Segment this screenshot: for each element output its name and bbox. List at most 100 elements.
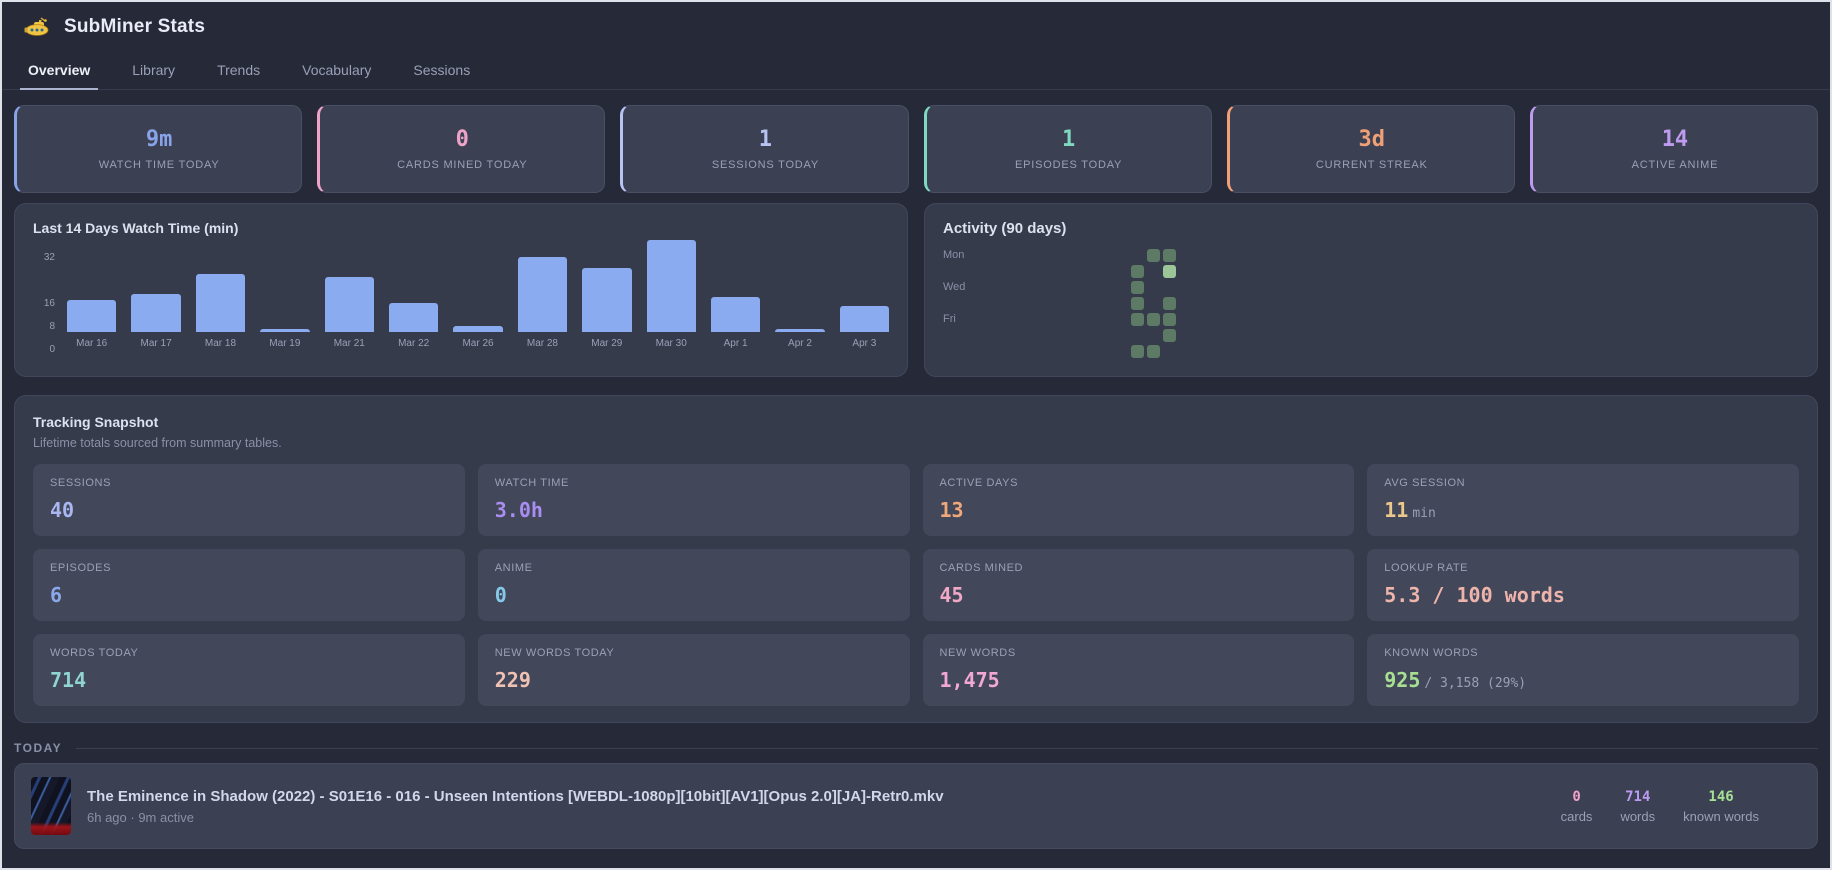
heatmap-cell xyxy=(1051,313,1064,326)
heatmap-cell xyxy=(1067,329,1080,342)
tile-label: SESSIONS xyxy=(50,477,112,489)
bar xyxy=(710,297,761,332)
chart-y-axis: 32 16 8 0 xyxy=(33,246,63,355)
tile-label: KNOWN WORDS xyxy=(1384,647,1479,659)
episode-stat-value: 0 xyxy=(1572,788,1581,805)
heatmap-cell xyxy=(1163,345,1176,358)
tab-vocabulary[interactable]: Vocabulary xyxy=(302,62,372,78)
episode-stat-words: 714 words xyxy=(1620,789,1655,824)
heatmap-cell xyxy=(1163,249,1176,262)
heatmap-cell xyxy=(1179,329,1192,342)
chart-bars: Mar 16 Mar 17 Mar 18 Mar 19 Mar 21 Mar 22 Mar … xyxy=(63,239,890,350)
x-tick-label: Mar 30 xyxy=(655,338,687,349)
tile-value-number: 13 xyxy=(939,498,964,522)
heatmap-cell xyxy=(1147,345,1160,358)
heatmap-row-label: Fri xyxy=(943,313,956,325)
bar-group: Apr 1 xyxy=(710,228,761,350)
tile-label: EPISODES xyxy=(50,562,112,574)
bar xyxy=(582,268,632,332)
heatmap-cell xyxy=(1003,345,1016,358)
tracking-tile-new-words: NEW WORDS 1,475 xyxy=(922,634,1355,706)
heatmap-cell xyxy=(1115,313,1128,326)
heatmap-cell xyxy=(1179,249,1192,262)
bar-chart: 32 16 8 0 Mar 16 Mar 17 Mar 18 Mar 19 Mar 21 Mar… xyxy=(33,239,890,355)
tab-library[interactable]: Library xyxy=(132,62,176,78)
stat-card-label: CARDS MINED TODAY xyxy=(397,159,528,171)
heatmap-cell xyxy=(1019,345,1032,358)
heatmap-cell xyxy=(1035,281,1048,294)
tile-value: 925/ 3,158 (29%) xyxy=(1384,668,1782,692)
heatmap-cell xyxy=(1099,313,1112,326)
tab-overview[interactable]: Overview xyxy=(19,56,99,90)
heatmap-cell xyxy=(1115,249,1128,262)
heatmap-cell xyxy=(1115,281,1128,294)
heatmap-cell xyxy=(1083,265,1096,278)
tile-value-number: 11 xyxy=(1384,498,1409,522)
heatmap-cell xyxy=(1067,313,1080,326)
bar-group: Mar 28 xyxy=(517,228,568,350)
heatmap-cell xyxy=(1163,297,1176,310)
tile-value: 40 xyxy=(50,498,448,522)
tracking-tiles-grid: SESSIONS 40 WATCH TIME 3.0h ACTIVE DAYS 13 AVG… xyxy=(33,464,1799,706)
x-tick-label: Mar 17 xyxy=(140,338,172,349)
tile-value: 229 xyxy=(495,668,893,692)
tracking-tile-words-today: WORDS TODAY 714 xyxy=(33,634,465,706)
tab-sessions[interactable]: Sessions xyxy=(413,62,471,78)
today-label: TODAY xyxy=(14,741,63,755)
heatmap-cell xyxy=(1067,249,1080,262)
heatmap-cell xyxy=(1035,345,1048,358)
x-tick-label: Mar 21 xyxy=(333,338,365,349)
stat-card-sessions-today: 1 SESSIONS TODAY xyxy=(620,105,909,193)
bar-group: Mar 18 xyxy=(195,228,246,350)
tile-label: LOOKUP RATE xyxy=(1384,562,1469,574)
heatmap-cell xyxy=(987,297,1000,310)
heatmap-cell xyxy=(1003,313,1016,326)
heatmap-day-labels: Mon Wed Fri xyxy=(943,249,987,358)
stat-card-active-anime: 14 ACTIVE ANIME xyxy=(1529,105,1819,193)
bar xyxy=(131,294,181,332)
episode-text: The Eminence in Shadow (2022) - S01E16 -… xyxy=(87,788,944,825)
submarine-icon xyxy=(24,14,50,40)
tracking-tile-lookup-rate: LOOKUP RATE 5.3 / 100 words xyxy=(1367,549,1799,621)
stat-card-watch-time-today: 9m WATCH TIME TODAY xyxy=(14,105,303,193)
bar-group: Mar 17 xyxy=(131,228,181,350)
tile-label: WORDS TODAY xyxy=(50,647,139,659)
tab-trends[interactable]: Trends xyxy=(217,62,261,78)
bar xyxy=(67,300,117,332)
heatmap-row-label: Wed xyxy=(943,281,966,293)
x-tick-label: Mar 29 xyxy=(591,338,623,349)
tile-value-number: 40 xyxy=(50,498,75,522)
heatmap-cell xyxy=(1067,345,1080,358)
heatmap-cell xyxy=(987,281,1000,294)
bar xyxy=(646,239,696,332)
heatmap-cell xyxy=(1099,281,1112,294)
heatmap-cell xyxy=(1083,297,1096,310)
episode-stat-cards: 0 cards xyxy=(1561,789,1593,824)
x-tick-label: Mar 22 xyxy=(398,338,430,349)
heatmap-cell xyxy=(987,249,1000,262)
episode-stat-label: cards xyxy=(1560,808,1593,824)
heatmap-cell xyxy=(1163,313,1176,326)
stat-cards-row: 9m WATCH TIME TODAY 0 CARDS MINED TODAY 1 SES… xyxy=(14,105,1819,193)
heatmap-cell xyxy=(987,265,1000,278)
bar-group: Apr 3 xyxy=(839,228,890,350)
bar-group: Mar 19 xyxy=(260,228,310,350)
heatmap-cell xyxy=(1003,265,1016,278)
heatmap-cell xyxy=(987,345,1000,358)
stat-card-value: 1 xyxy=(758,127,773,152)
tile-label: ACTIVE DAYS xyxy=(939,477,1019,489)
today-divider xyxy=(76,747,1818,749)
heatmap-cell xyxy=(1019,329,1032,342)
bar-group: Apr 2 xyxy=(775,228,825,350)
episode-row[interactable]: The Eminence in Shadow (2022) - S01E16 -… xyxy=(14,763,1818,849)
tracking-tile-cards-mined: CARDS MINED 45 xyxy=(922,549,1355,621)
heatmap-cell xyxy=(1019,313,1032,326)
tile-value-number: 45 xyxy=(939,583,964,607)
bar-group: Mar 29 xyxy=(582,228,632,350)
heatmap-cell xyxy=(1003,297,1016,310)
y-tick-label: 8 xyxy=(49,320,55,332)
episode-stats: 0 cards 714 words 146 known words xyxy=(1561,789,1801,824)
activity-heatmap-panel: Activity (90 days) Mon Wed Fri xyxy=(924,203,1818,377)
heatmap-cell xyxy=(1019,281,1032,294)
heatmap-cell xyxy=(1067,281,1080,294)
